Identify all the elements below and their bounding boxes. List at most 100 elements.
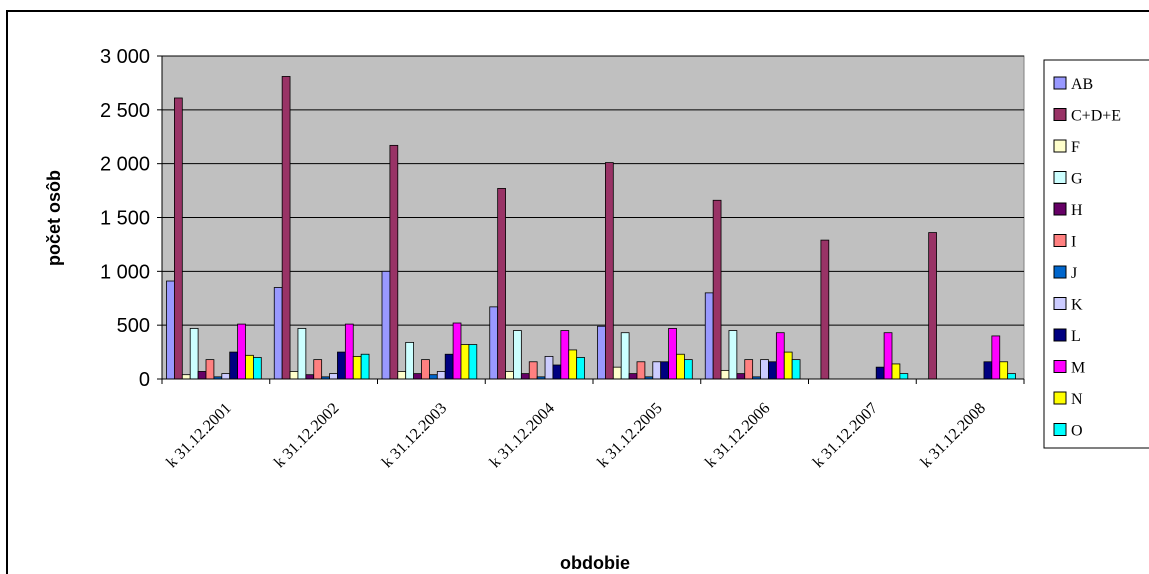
- bar: [460, 344, 470, 380]
- bar: [660, 361, 670, 380]
- bar: [344, 323, 354, 380]
- bar: [181, 374, 191, 380]
- bar: [576, 357, 585, 380]
- legend-label: K: [1071, 297, 1083, 314]
- bar: [736, 373, 746, 380]
- legend-swatch: [1053, 139, 1067, 153]
- legend-label: I: [1071, 234, 1076, 251]
- bar: [166, 280, 175, 380]
- legend-label: H: [1071, 202, 1083, 219]
- bar: [628, 373, 638, 380]
- legend-label: O: [1071, 423, 1083, 440]
- bar: [983, 361, 993, 380]
- bar: [360, 353, 370, 380]
- legend-label: C+D+E: [1071, 108, 1121, 125]
- bar: [899, 373, 909, 380]
- bar: [489, 306, 499, 380]
- bar: [281, 76, 291, 380]
- bar: [229, 351, 238, 380]
- bar: [452, 322, 462, 380]
- legend-swatch: [1053, 76, 1067, 90]
- legend-swatch: [1053, 297, 1067, 310]
- x-tick-label: k 31.12.2007: [810, 400, 881, 471]
- bar: [676, 353, 685, 380]
- bar: [297, 327, 307, 380]
- bar: [397, 371, 407, 380]
- bar: [528, 361, 538, 380]
- bar: [468, 344, 478, 380]
- legend-box: [1043, 59, 1149, 449]
- bar: [252, 357, 262, 380]
- bars: [166, 76, 1016, 380]
- bar: [428, 374, 438, 380]
- legend-label: L: [1071, 328, 1081, 345]
- bar: [605, 162, 614, 380]
- bar: [221, 373, 231, 380]
- bar: [875, 366, 885, 380]
- legend-swatch: [1053, 423, 1067, 436]
- x-axis-ticks: k 31.12.2001 k 31.12.2002 k 31.12.2003 k 31…: [161, 379, 1025, 471]
- bar: [712, 199, 722, 380]
- y-tick-label: 2 500: [100, 100, 150, 122]
- legend-label: AB: [1071, 76, 1093, 93]
- y-tick-label: 0: [139, 369, 150, 391]
- bar: [544, 355, 554, 380]
- bar: [704, 292, 714, 380]
- legend-swatch: [1053, 202, 1067, 216]
- bar: [668, 327, 677, 380]
- y-tick-label: 3 000: [100, 46, 150, 68]
- legend-swatch: [1053, 108, 1067, 121]
- bar: [381, 270, 391, 380]
- bar: [652, 361, 662, 380]
- bar: [337, 351, 346, 380]
- bar: [513, 330, 522, 380]
- bar: [552, 364, 562, 380]
- bar: [928, 232, 937, 380]
- legend-label: M: [1071, 360, 1085, 377]
- legend-swatch: [1053, 391, 1067, 405]
- bar: [891, 363, 901, 380]
- bar: [329, 373, 338, 380]
- bar: [189, 327, 199, 380]
- legend-label: N: [1071, 391, 1083, 408]
- bar: [783, 351, 793, 380]
- bar: [197, 371, 207, 380]
- bar: [273, 287, 283, 380]
- x-tick-label: k 31.12.2003: [379, 400, 450, 471]
- bar: [436, 371, 446, 380]
- legend-swatch: [1053, 360, 1067, 373]
- bar: [1007, 373, 1016, 380]
- legend-swatch: [1053, 234, 1067, 247]
- bar: [636, 361, 646, 380]
- x-tick-label: k 31.12.2002: [271, 400, 342, 471]
- y-tick-label: 500: [117, 315, 150, 337]
- bar: [237, 323, 246, 380]
- x-tick-label: k 31.12.2001: [163, 400, 234, 471]
- y-tick-label: 1 500: [100, 208, 150, 230]
- x-tick-label: k 31.12.2008: [918, 400, 989, 471]
- y-tick-label: 2 000: [100, 154, 150, 176]
- bar: [883, 332, 893, 380]
- bar: [405, 341, 415, 380]
- bar: [760, 359, 769, 380]
- bar: [999, 361, 1009, 380]
- bar: [173, 97, 183, 380]
- legend-swatch: [1053, 171, 1067, 184]
- legend-swatch: [1053, 265, 1067, 279]
- bar: [421, 359, 430, 380]
- x-tick-label: k 31.12.2004: [487, 400, 558, 471]
- bar: [768, 361, 777, 380]
- bar: [775, 332, 785, 380]
- bar: [597, 325, 606, 380]
- bar: [505, 371, 514, 380]
- bar: [289, 371, 299, 380]
- bar: [991, 335, 1001, 380]
- bar: [720, 369, 730, 380]
- legend-label: J: [1071, 265, 1077, 282]
- bar: [305, 374, 315, 380]
- bar: [520, 373, 530, 380]
- bar: [612, 366, 622, 380]
- bar: [389, 144, 399, 380]
